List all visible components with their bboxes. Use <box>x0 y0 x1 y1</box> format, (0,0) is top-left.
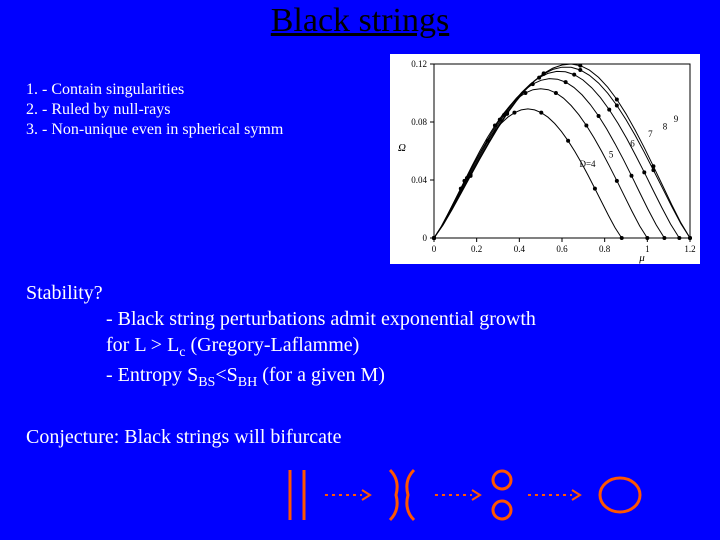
instability-chart: 00.20.40.60.811.200.040.080.12ΩμD=456789 <box>390 54 700 264</box>
list-item: 3. - Non-unique even in spherical symm <box>26 120 283 140</box>
svg-text:0.2: 0.2 <box>471 244 482 254</box>
svg-text:D=4: D=4 <box>579 159 596 169</box>
slide-title: Black strings <box>0 2 720 40</box>
list-item: 1. - Contain singularities <box>26 80 283 100</box>
svg-text:0.08: 0.08 <box>411 117 427 127</box>
list-item: 2. - Ruled by null-rays <box>26 100 283 120</box>
svg-text:0.6: 0.6 <box>556 244 568 254</box>
stability-heading: Stability? <box>26 280 536 306</box>
svg-text:0.04: 0.04 <box>411 175 427 185</box>
svg-text:μ: μ <box>638 252 645 264</box>
svg-text:9: 9 <box>674 114 679 124</box>
bifurcation-diagram <box>280 460 680 530</box>
properties-list: 1. - Contain singularities 2. - Ruled by… <box>26 80 283 140</box>
svg-text:Ω: Ω <box>398 142 406 154</box>
svg-text:0.4: 0.4 <box>514 244 526 254</box>
svg-text:1: 1 <box>645 244 650 254</box>
svg-text:7: 7 <box>648 129 653 139</box>
svg-text:0.8: 0.8 <box>599 244 611 254</box>
svg-text:0: 0 <box>432 244 437 254</box>
stability-line: for L > Lc (Gregory-Laflamme) <box>106 332 536 362</box>
stability-line: - Black string perturbations admit expon… <box>106 306 536 332</box>
svg-text:0.12: 0.12 <box>411 59 427 69</box>
svg-text:0: 0 <box>423 233 428 243</box>
conjecture-text: Conjecture: Black strings will bifurcate <box>26 426 341 449</box>
stability-block: Stability? - Black string perturbations … <box>26 280 536 392</box>
stability-line: - Entropy SBS<SBH (for a given M) <box>106 362 536 392</box>
svg-text:1.2: 1.2 <box>684 244 695 254</box>
svg-text:5: 5 <box>609 150 614 160</box>
svg-text:8: 8 <box>663 121 668 131</box>
